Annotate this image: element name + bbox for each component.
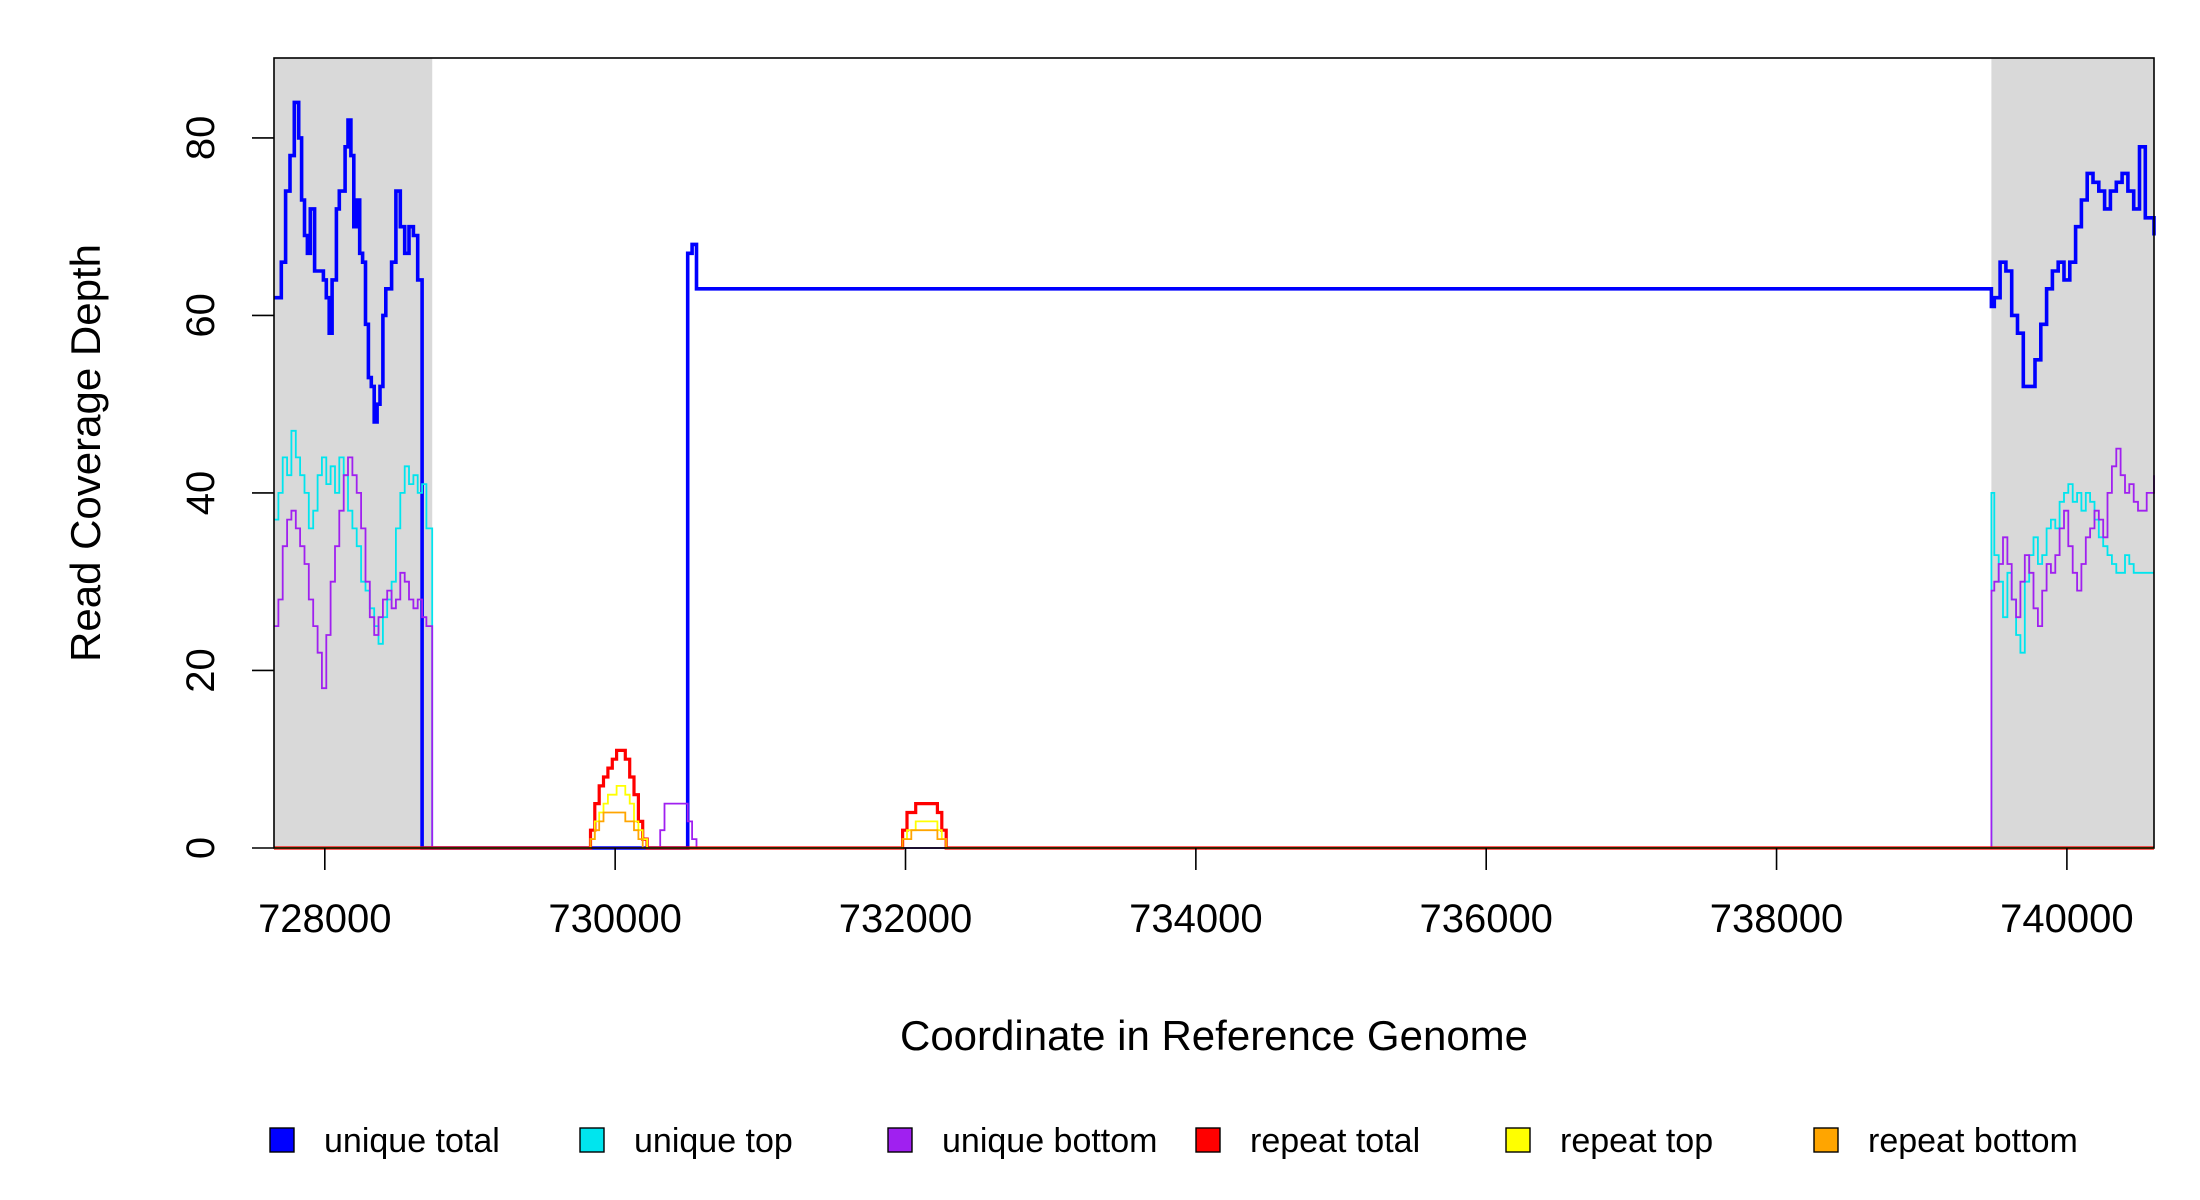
legend-swatch [1505,1127,1531,1153]
legend-label: unique top [634,1122,793,1160]
legend: unique total unique top unique bottom repea… [269,1122,2078,1160]
x-tick-label: 736000 [1419,897,1552,941]
legend-label: repeat bottom [1868,1122,2078,1160]
y-tick-label: 20 [179,648,223,693]
x-tick-label: 730000 [548,897,681,941]
y-tick-label: 80 [179,116,223,161]
y-tick-label: 60 [179,293,223,338]
x-axis: 728000 730000 732000 734000 736000 738000 7400… [258,848,2134,941]
y-tick-label: 40 [179,471,223,516]
series-line [274,100,2156,850]
legend-swatch [887,1127,913,1153]
series-lines [274,100,2156,850]
legend-label: unique total [324,1122,500,1160]
x-axis-label: Coordinate in Reference Genome [900,1012,1528,1059]
x-tick-label: 728000 [258,897,391,941]
y-tick-label: 0 [179,837,223,859]
series-line [274,748,2154,850]
series-line [274,447,2155,849]
shaded-regions [274,58,2154,848]
series-line [274,429,2154,849]
legend-swatch [269,1127,295,1153]
x-tick-label: 740000 [2000,897,2133,941]
x-tick-label: 734000 [1129,897,1262,941]
series-line [274,811,2154,849]
plot-frame [273,57,2155,849]
legend-label: unique bottom [942,1122,1158,1160]
legend-label: repeat total [1250,1122,1420,1160]
legend-swatch [1195,1127,1221,1153]
y-axis-label: Read Coverage Depth [62,244,109,662]
legend-label: repeat top [1560,1122,1713,1160]
series-line [274,785,2154,849]
legend-swatch [579,1127,605,1153]
legend-swatch [1813,1127,1839,1153]
x-tick-label: 732000 [839,897,972,941]
y-axis: 0 20 40 60 80 [179,116,274,859]
x-tick-label: 738000 [1710,897,1843,941]
